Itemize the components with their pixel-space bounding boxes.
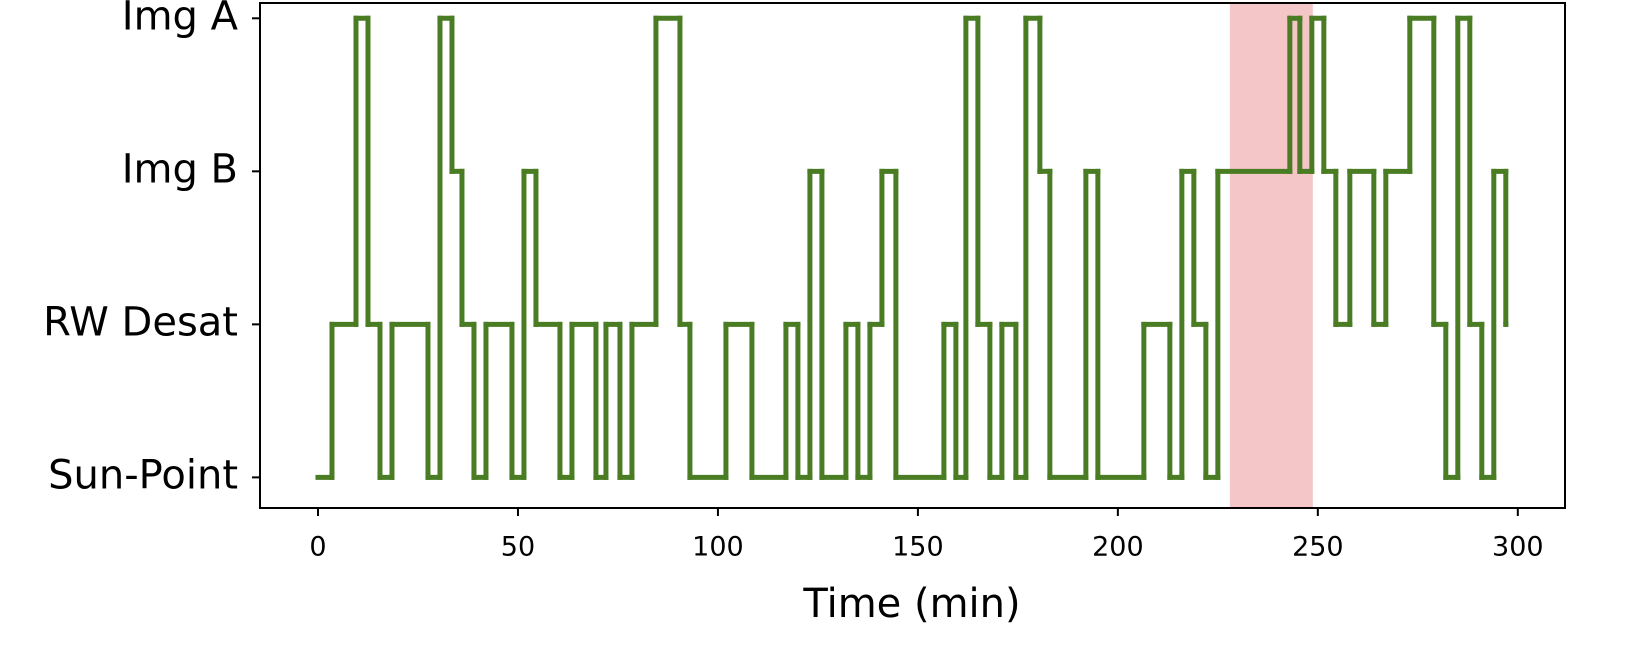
x-tick-label: 200: [1092, 532, 1144, 563]
x-tick-label: 0: [309, 532, 326, 563]
y-tick-label: Img A: [122, 0, 239, 39]
y-tick-label: Img B: [122, 146, 238, 192]
x-tick-label: 300: [1492, 532, 1544, 563]
x-axis-label: Time (min): [802, 581, 1020, 627]
x-tick-label: 150: [892, 532, 944, 563]
plot-frame: [259, 2, 1566, 509]
y-tick-label: RW Desat: [43, 299, 238, 345]
x-tick-label: 100: [692, 532, 744, 563]
y-tick-label: Sun-Point: [48, 452, 238, 498]
x-tick-label: 250: [1292, 532, 1344, 563]
x-tick-label: 50: [501, 532, 535, 563]
